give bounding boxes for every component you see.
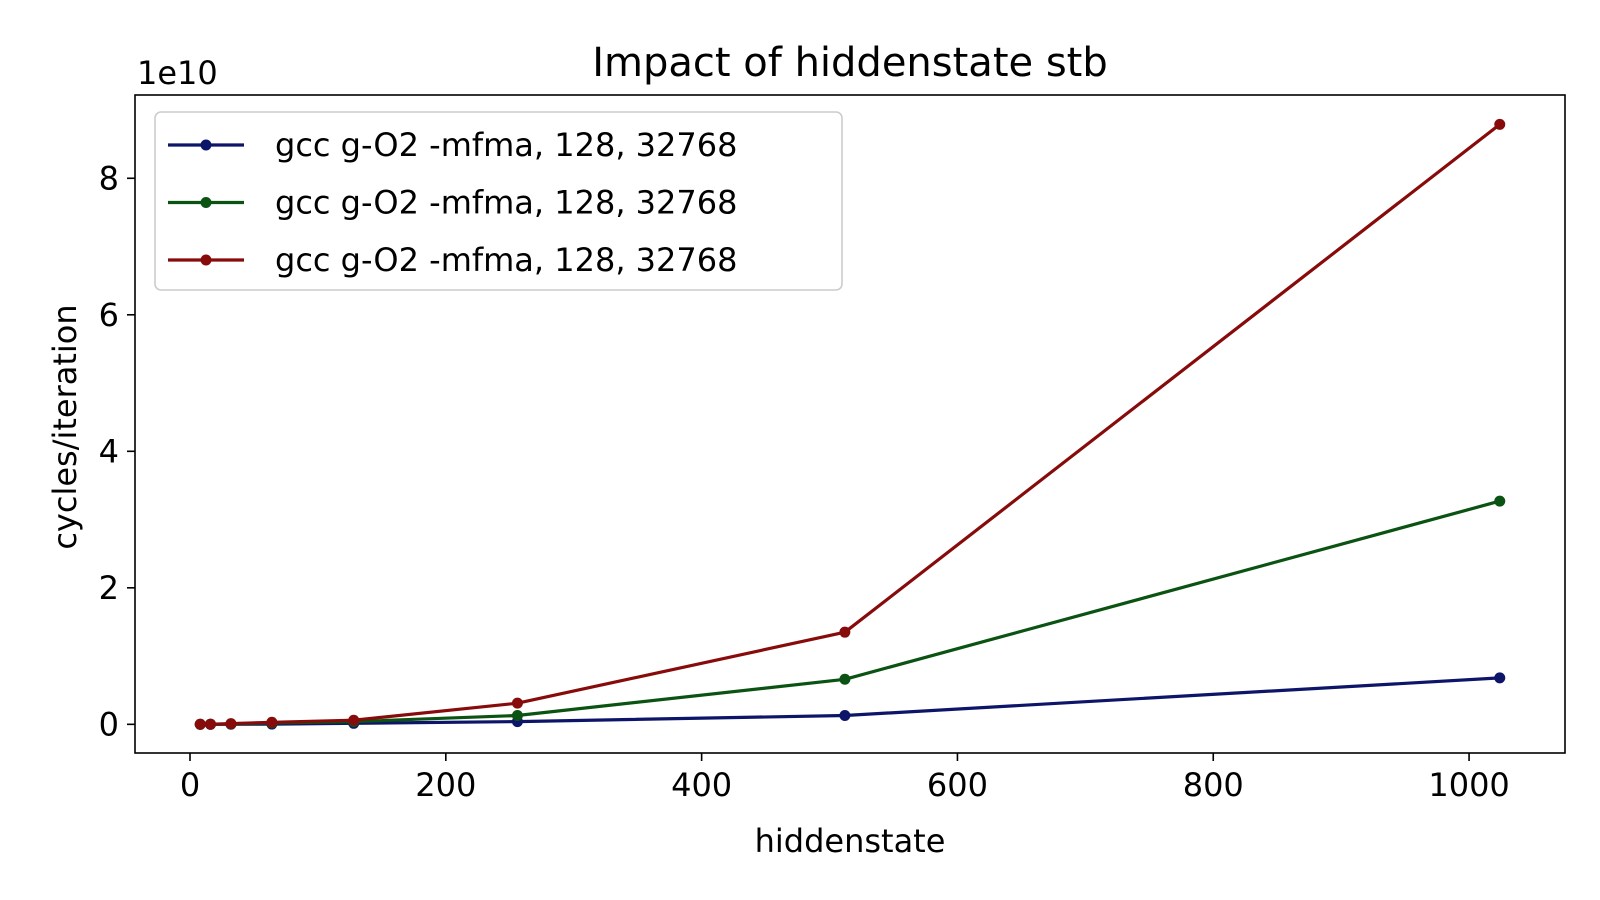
series-line xyxy=(200,499,1501,726)
x-tick-label: 1000 xyxy=(1428,766,1509,804)
x-axis-label: hiddenstate xyxy=(755,822,946,860)
data-point xyxy=(225,718,237,730)
data-point xyxy=(839,626,851,638)
legend-label: gcc g-O2 -mfma, 128, 32768 xyxy=(275,126,737,164)
x-tick-label: 800 xyxy=(1183,766,1244,804)
data-point xyxy=(1494,672,1506,684)
data-point xyxy=(511,709,523,721)
data-point xyxy=(1494,495,1506,507)
x-tick-label: 600 xyxy=(927,766,988,804)
legend-marker xyxy=(200,197,212,208)
chart-title: Impact of hiddenstate stb xyxy=(592,40,1108,86)
x-tick-label: 400 xyxy=(671,766,732,804)
y-offset-label: 1e10 xyxy=(137,54,218,92)
legend-marker xyxy=(200,139,212,151)
legend-label: gcc g-O2 -mfma, 128, 32768 xyxy=(275,184,737,222)
data-point xyxy=(839,673,851,685)
axis-ticks: 0 200 400 600 800 1000 0 2 4 6 8 xyxy=(99,159,1510,804)
data-point xyxy=(839,709,851,721)
y-tick-label: 4 xyxy=(99,432,119,470)
legend: gcc g-O2 -mfma, 128, 32768 gcc g-O2 -mfma… xyxy=(154,111,843,291)
y-axis-label: cycles/iteration xyxy=(46,304,84,549)
axes-frame xyxy=(134,94,1566,754)
legend-item: gcc g-O2 -mfma, 128, 32768 xyxy=(168,184,737,222)
plot-area xyxy=(194,118,1506,730)
series-2 xyxy=(194,495,1506,730)
y-tick-label: 0 xyxy=(99,705,119,743)
legend-marker xyxy=(200,254,212,266)
x-tick-label: 0 xyxy=(180,766,200,804)
data-point xyxy=(348,714,360,726)
legend-box xyxy=(154,111,843,291)
data-point xyxy=(511,697,523,709)
legend-label: gcc g-O2 -mfma, 128, 32768 xyxy=(275,241,737,279)
legend-item: gcc g-O2 -mfma, 128, 32768 xyxy=(168,126,737,164)
legend-item: gcc g-O2 -mfma, 128, 32768 xyxy=(168,241,737,279)
data-point xyxy=(204,718,216,730)
y-tick-label: 6 xyxy=(99,296,119,334)
data-point xyxy=(266,716,278,728)
data-point xyxy=(1494,118,1506,130)
series-3 xyxy=(194,118,1506,730)
y-tick-label: 8 xyxy=(99,159,119,197)
y-tick-label: 2 xyxy=(99,569,119,607)
data-point xyxy=(194,718,206,730)
x-tick-label: 200 xyxy=(415,766,476,804)
